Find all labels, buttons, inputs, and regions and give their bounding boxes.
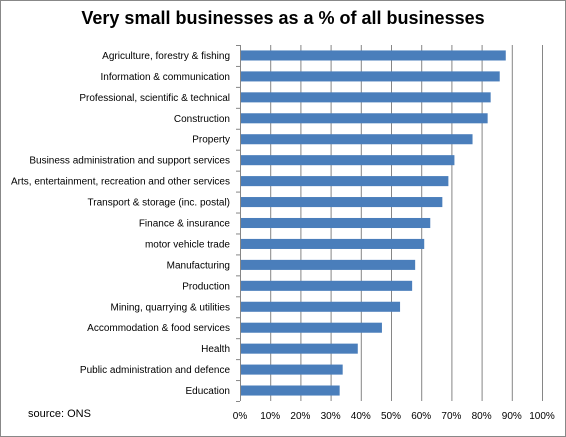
bar	[241, 217, 431, 229]
bar	[241, 343, 358, 354]
x-tick-label: 100%	[529, 411, 555, 422]
category-label: motor vehicle trade	[145, 239, 230, 250]
bar	[241, 92, 491, 103]
category-label: Mining, quarrying & utilities	[111, 302, 231, 313]
bar	[241, 238, 425, 249]
source-note: source: ONS	[28, 408, 91, 420]
bar	[241, 113, 488, 124]
category-label: Construction	[174, 114, 230, 125]
x-tick-label: 40%	[351, 411, 371, 422]
x-tick-label: 0%	[233, 411, 248, 422]
category-label: Business administration and support serv…	[29, 156, 230, 167]
x-tick-label: 50%	[381, 411, 401, 422]
category-label: Property	[192, 135, 230, 146]
x-tick-label: 20%	[290, 411, 310, 422]
category-label: Information & communication	[100, 72, 230, 83]
bar	[241, 280, 413, 291]
category-label: Accommodation & food services	[87, 323, 230, 334]
x-tick-label: 80%	[472, 411, 492, 422]
x-tick-label: 30%	[321, 411, 341, 422]
x-tick-label: 60%	[411, 411, 431, 422]
bar	[241, 155, 455, 166]
bar	[241, 385, 340, 396]
category-label: Professional, scientific & technical	[79, 93, 230, 104]
bar	[241, 176, 449, 187]
bar	[241, 197, 443, 208]
x-tick-label: 70%	[441, 411, 461, 422]
bar	[241, 322, 382, 333]
category-label: Public administration and defence	[80, 365, 231, 376]
bar	[241, 50, 506, 61]
bar	[241, 301, 401, 312]
x-tick-label: 10%	[260, 411, 280, 422]
category-label: Agriculture, forestry & fishing	[102, 51, 230, 62]
category-label: Finance & insurance	[139, 219, 231, 230]
category-label: Transport & storage (inc. postal)	[88, 198, 230, 209]
bar	[241, 71, 500, 82]
x-tick-label: 90%	[502, 411, 522, 422]
category-label: Education	[186, 386, 230, 397]
bar	[241, 364, 343, 375]
category-label: Manufacturing	[167, 260, 230, 271]
category-label: Production	[182, 281, 230, 292]
bar	[241, 134, 473, 145]
category-label: Health	[201, 344, 230, 355]
bar	[241, 259, 416, 270]
category-label: Arts, entertainment, recreation and othe…	[11, 177, 230, 188]
chart-title: Very small businesses as a % of all busi…	[81, 8, 485, 28]
